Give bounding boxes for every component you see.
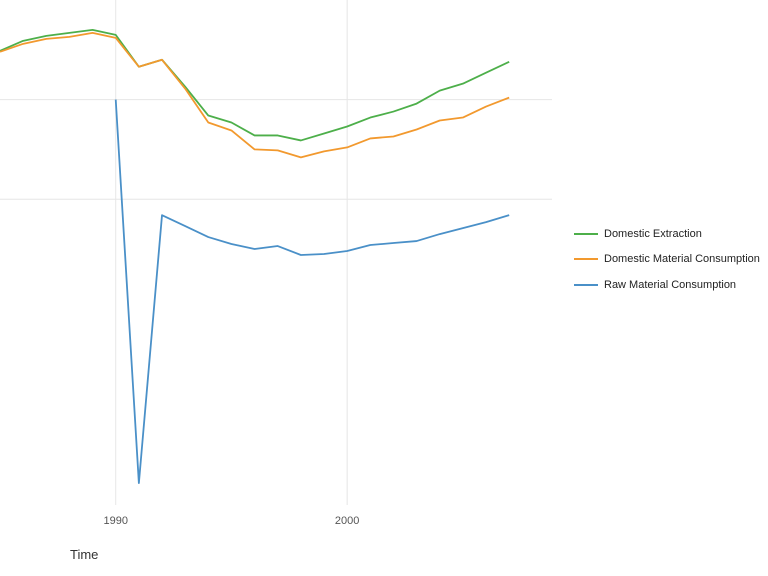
legend-item-domestic-extraction[interactable]: Domestic Extraction bbox=[574, 221, 764, 247]
grid-layer bbox=[0, 0, 552, 505]
x-tick-labels: 1990 2000 bbox=[103, 515, 359, 527]
series-line-domestic-material-consumption[interactable] bbox=[0, 31, 510, 159]
legend-label-domestic-extraction: Domestic Extraction bbox=[604, 227, 702, 240]
x-tick-label-1990: 1990 bbox=[103, 515, 127, 527]
series-layer bbox=[0, 28, 510, 484]
legend-swatch-domestic-material-consumption bbox=[574, 258, 598, 261]
chart-legend: Domestic Extraction Domestic Material Co… bbox=[574, 221, 764, 298]
legend-swatch-raw-material-consumption bbox=[574, 283, 598, 286]
legend-label-domestic-material-consumption: Domestic Material Consumption bbox=[604, 253, 760, 266]
legend-item-domestic-material-consumption[interactable]: Domestic Material Consumption bbox=[574, 247, 764, 273]
x-axis-title: Time bbox=[70, 547, 99, 562]
legend-swatch-domestic-extraction bbox=[574, 232, 598, 235]
series-line-raw-material-consumption[interactable] bbox=[114, 99, 510, 484]
x-tick-label-2000: 2000 bbox=[335, 515, 359, 527]
legend-item-raw-material-consumption[interactable]: Raw Material Consumption bbox=[574, 272, 764, 298]
series-line-domestic-extraction[interactable] bbox=[0, 28, 510, 142]
legend-label-raw-material-consumption: Raw Material Consumption bbox=[604, 278, 737, 291]
